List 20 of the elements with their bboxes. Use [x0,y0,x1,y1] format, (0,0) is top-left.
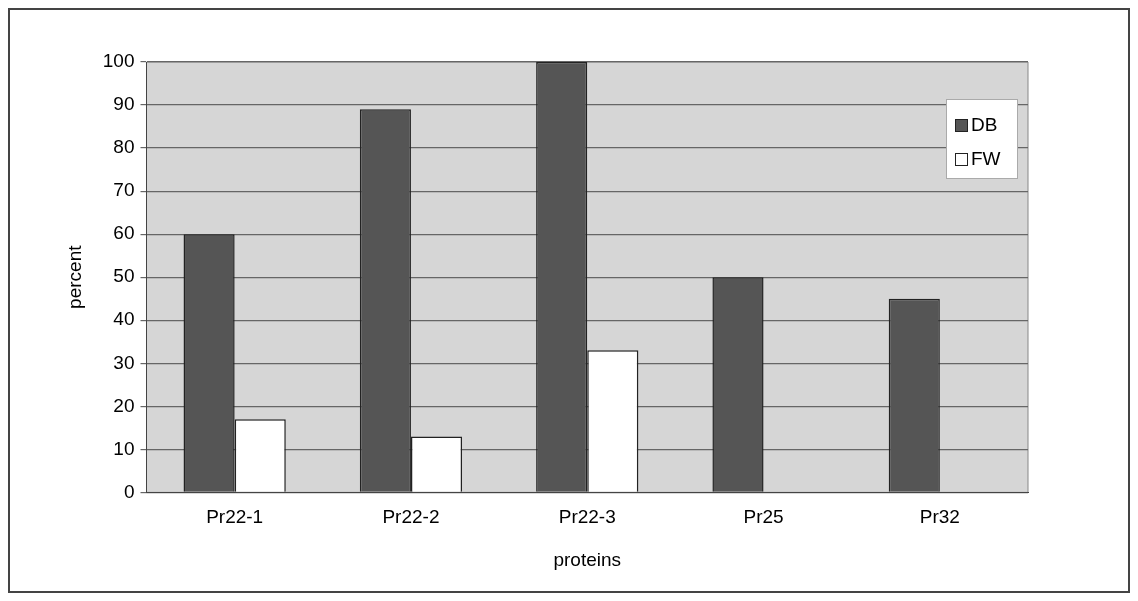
x-tick-label: Pr22-3 [558,506,616,528]
x-tick-label: Pr25 [743,506,784,528]
x-tick-label: Pr32 [919,506,960,528]
y-tick-label: 20 [113,394,135,416]
y-tick-label: 40 [113,308,135,330]
x-axis-title: proteins [553,548,622,570]
y-tick-label: 30 [113,351,135,373]
y-tick-label: 90 [113,93,135,115]
legend-label: FW [971,148,1001,170]
y-tick-label: 60 [113,222,135,244]
y-tick-label: 100 [102,50,135,72]
x-tick-label: Pr22-2 [382,506,440,528]
x-tick-label: Pr22-1 [206,506,264,528]
y-tick-label: 80 [113,136,135,158]
y-tick-label: 70 [113,179,135,201]
y-axis-title: percent [63,244,85,309]
y-tick-label: 50 [113,265,135,287]
legend-label: DB [971,114,998,136]
y-tick-label: 10 [113,437,135,459]
y-tick-label: 0 [123,480,135,502]
